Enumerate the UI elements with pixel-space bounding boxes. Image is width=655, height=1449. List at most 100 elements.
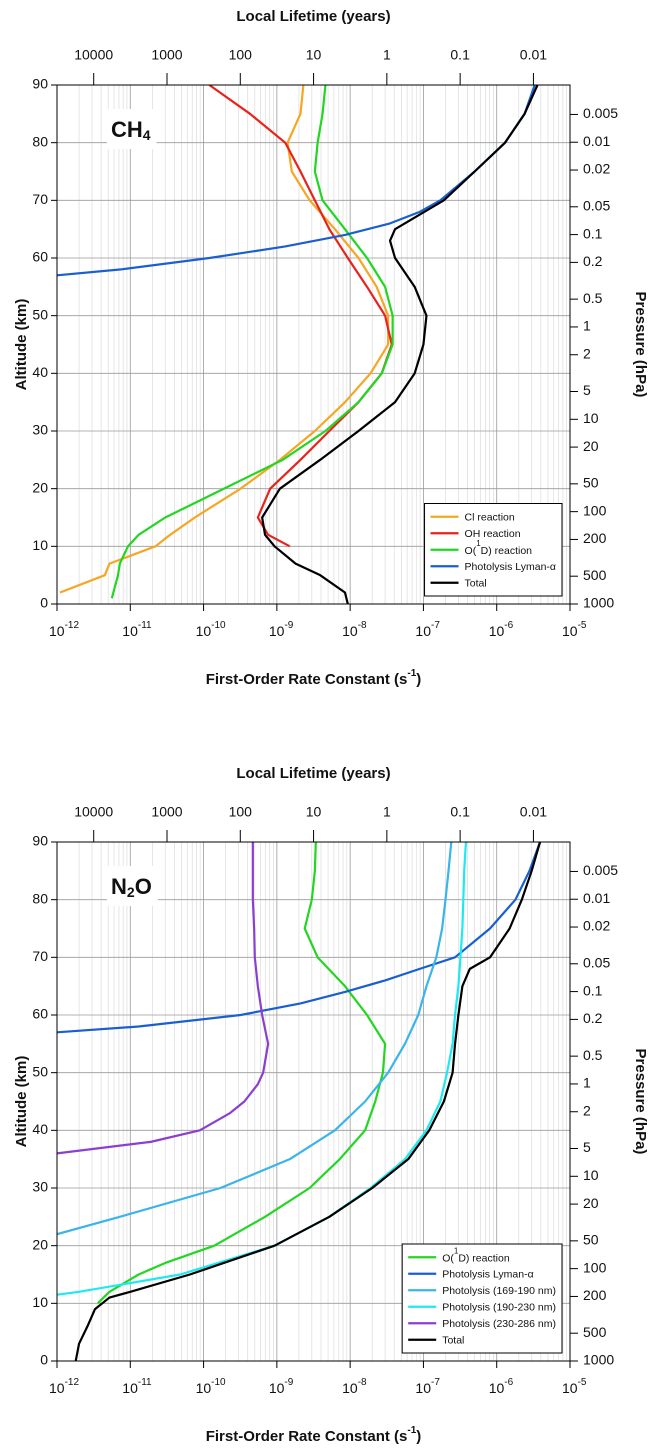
tick-exponent: -10 — [211, 1377, 226, 1388]
y2-tick-label: 200 — [583, 530, 607, 546]
y2-tick-label: 0.005 — [583, 105, 618, 121]
tick-base: 10 — [342, 623, 358, 639]
y-tick-label: 0 — [40, 595, 48, 611]
y-tick-label: 50 — [32, 306, 48, 322]
tick-base: 10 — [122, 1380, 138, 1396]
x2-tick-label: 1000 — [151, 804, 182, 820]
text-sup: 1 — [454, 1246, 459, 1255]
x-tick-label: 10-9 — [269, 1377, 294, 1396]
y2-tick-label: 5 — [583, 1139, 591, 1155]
series-line — [57, 842, 542, 1034]
x2-tick-label: 1 — [383, 47, 391, 63]
y-tick-label: 10 — [32, 537, 48, 553]
x2-tick-label: 1 — [383, 804, 391, 820]
tick-exponent: -6 — [504, 1377, 513, 1388]
x2-tick-label: 100 — [229, 47, 253, 63]
tick-exponent: -7 — [431, 620, 440, 631]
legend-box — [401, 1243, 563, 1354]
x-tick-label: 10-7 — [415, 1377, 440, 1396]
x-tick-label: 10-8 — [342, 620, 367, 639]
x-axis-title: First-Order Rate Constant (s-1) — [206, 668, 422, 688]
y2-tick-label: 500 — [583, 567, 607, 583]
panel-label-bg — [107, 109, 157, 149]
y2-tick-label: 5 — [583, 382, 591, 398]
x-axis-title: First-Order Rate Constant (s-1) — [206, 1425, 422, 1445]
tick-exponent: -12 — [65, 620, 80, 631]
y2-axis-title: Pressure (hPa) — [632, 1049, 649, 1155]
series-line — [208, 85, 393, 548]
y2-tick-label: 0.2 — [583, 253, 603, 269]
text-sup: -1 — [407, 1425, 416, 1436]
tick-base: 10 — [415, 623, 431, 639]
x2-tick-label: 0.1 — [450, 804, 470, 820]
series-group — [57, 842, 542, 1361]
y2-tick-label: 0.2 — [583, 1010, 603, 1026]
y2-tick-label: 1 — [583, 1075, 591, 1091]
legend-label: Photolysis (190-230 nm) — [442, 1302, 556, 1314]
x2-tick-label: 10000 — [74, 804, 113, 820]
x-tick-label: 10-5 — [562, 1377, 587, 1396]
series-line — [74, 842, 542, 1361]
y2-tick-label: 20 — [583, 438, 599, 454]
tick-base: 10 — [489, 1380, 505, 1396]
tick-exponent: -6 — [504, 620, 513, 631]
x2-tick-label: 0.1 — [450, 47, 470, 63]
text-part: CH — [111, 117, 143, 142]
text-part: D) reaction — [481, 545, 533, 557]
y-tick-label: 80 — [32, 133, 48, 149]
series-line — [96, 842, 387, 1305]
series-line — [57, 842, 270, 1155]
legend-label: Photolysis Lyman-α — [465, 561, 556, 573]
tick-base: 10 — [196, 1380, 212, 1396]
x2-axis-title: Local Lifetime (years) — [236, 8, 390, 25]
x2-axis-title: Local Lifetime (years) — [236, 765, 390, 782]
x-tick-label: 10-12 — [49, 620, 79, 639]
tick-exponent: -11 — [138, 620, 152, 631]
legend-label: Photolysis (169-190 nm) — [442, 1285, 556, 1297]
tick-exponent: -9 — [284, 620, 293, 631]
x2-tick-label: 10000 — [74, 47, 113, 63]
y2-tick-label: 0.02 — [583, 918, 610, 934]
text-part: O( — [465, 545, 477, 557]
panel-label-bg — [107, 866, 158, 906]
tick-exponent: -8 — [358, 620, 367, 631]
series-line — [57, 842, 468, 1296]
y2-tick-label: 1 — [583, 318, 591, 334]
tick-exponent: -8 — [358, 1377, 367, 1388]
y-tick-label: 10 — [32, 1294, 48, 1310]
x2-tick-label: 0.01 — [520, 47, 547, 63]
y2-tick-label: 1000 — [583, 1352, 614, 1368]
text-part: First-Order Rate Constant (s — [206, 1428, 408, 1445]
y-tick-label: 90 — [32, 833, 48, 849]
x-tick-label: 10-10 — [196, 620, 226, 639]
y2-tick-label: 100 — [583, 1259, 607, 1275]
y2-tick-label: 500 — [583, 1324, 607, 1340]
y2-tick-label: 0.05 — [583, 197, 610, 213]
legend-label: Cl reaction — [465, 512, 515, 524]
legend: O(1D) reaction Photolysis Lyman-α Photolys… — [401, 1243, 563, 1354]
x-tick-label: 10-6 — [489, 620, 514, 639]
legend-label: O(1D) reaction — [465, 539, 533, 557]
text-part: O — [135, 874, 152, 899]
y2-tick-label: 0.5 — [583, 1047, 603, 1063]
tick-base: 10 — [562, 1380, 578, 1396]
tick-base: 10 — [122, 623, 138, 639]
tick-base: 10 — [342, 1380, 358, 1396]
panel: 10-12 10-11 10-10 10-9 10-8 10-7 10-6 10-501020… — [13, 765, 649, 1445]
tick-base: 10 — [415, 1380, 431, 1396]
x2-tick-label: 100 — [229, 804, 253, 820]
panel-label: N2O — [111, 874, 152, 900]
y2-tick-label: 0.1 — [583, 982, 603, 998]
text-sup: 1 — [476, 539, 481, 548]
y2-tick-label: 50 — [583, 1232, 599, 1248]
text-part: ) — [416, 671, 421, 688]
text-sup: -1 — [407, 668, 416, 679]
x-tick-label: 10-10 — [196, 1377, 226, 1396]
series-line — [59, 85, 390, 594]
text-part: O( — [442, 1252, 454, 1264]
tick-exponent: -5 — [578, 1377, 587, 1388]
y2-tick-label: 0.5 — [583, 290, 603, 306]
legend-label: Total — [442, 1335, 464, 1347]
x-tick-label: 10-11 — [122, 620, 152, 639]
